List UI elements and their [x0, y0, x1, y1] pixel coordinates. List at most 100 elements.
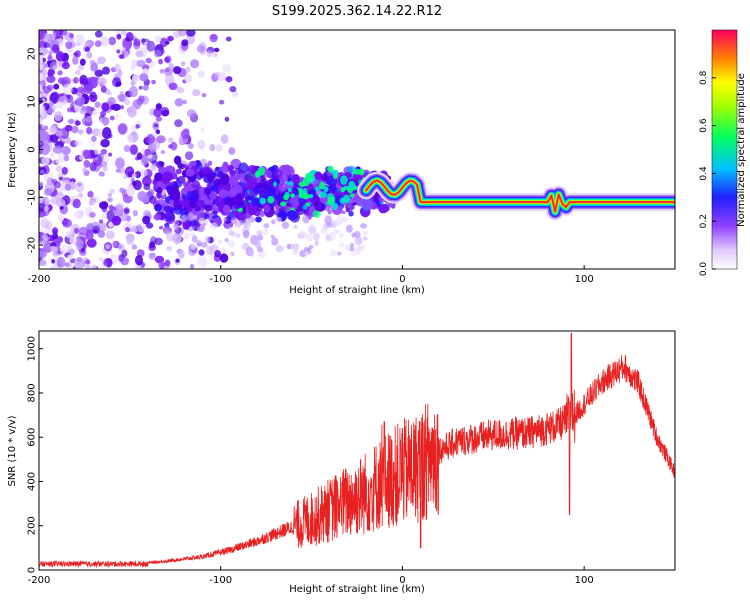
heatmap-xtick-label: 100	[575, 274, 594, 285]
heatmap-cell	[201, 92, 207, 98]
heatmap-cell	[62, 218, 73, 228]
heatmap-cell	[318, 181, 326, 190]
heatmap-cell	[256, 230, 263, 237]
heatmap-cell	[87, 190, 94, 198]
heatmap-cell	[47, 54, 53, 61]
heatmap-cell	[293, 224, 298, 229]
heatmap-cell	[94, 30, 103, 38]
heatmap-cell	[138, 85, 143, 90]
heatmap-cell	[124, 51, 130, 58]
heatmap-cell	[168, 144, 173, 149]
heatmap-cell	[242, 199, 250, 207]
heatmap-cell	[102, 165, 108, 172]
heatmap-cell	[206, 50, 213, 58]
heatmap-cell	[265, 186, 276, 195]
heatmap-cell	[231, 216, 238, 225]
heatmap-cell	[262, 169, 273, 178]
heatmap-cell	[112, 240, 118, 247]
heatmap-cell	[64, 262, 70, 267]
heatmap-cell	[227, 240, 235, 248]
heatmap-cell	[165, 40, 170, 45]
snr-ytick-label: 1000	[27, 336, 38, 361]
heatmap-cell	[41, 234, 48, 240]
heatmap-cell	[63, 154, 70, 162]
heatmap-cell	[54, 111, 63, 122]
snr-ytick-label: 800	[27, 383, 38, 402]
heatmap-cell	[185, 66, 191, 74]
heatmap-cell	[116, 49, 121, 54]
heatmap-cell	[146, 40, 156, 52]
heatmap-cell	[349, 193, 355, 198]
heatmap-cell	[273, 210, 278, 216]
heatmap-cell	[345, 207, 350, 213]
heatmap-cell	[342, 194, 351, 204]
heatmap-cell	[158, 260, 166, 269]
snr-ytick-label: 400	[27, 472, 38, 491]
heatmap-cell	[182, 181, 188, 187]
heatmap-cell	[147, 154, 153, 159]
colorbar-label: Normalized spectral amplitude	[736, 73, 747, 227]
heatmap-cell	[73, 227, 79, 234]
heatmap-cell	[50, 91, 60, 104]
snr-frame	[38, 330, 676, 571]
heatmap-cell	[145, 57, 152, 64]
heatmap-cell	[120, 257, 130, 266]
heatmap-cell	[285, 202, 291, 208]
heatmap-cell	[229, 170, 236, 177]
heatmap-cell	[362, 230, 369, 236]
heatmap-cell	[154, 123, 159, 128]
heatmap-cell	[47, 68, 55, 77]
heatmap-cell	[119, 167, 126, 175]
heatmap-cell	[281, 164, 293, 176]
heatmap-cell	[65, 231, 74, 238]
heatmap-cell	[86, 126, 93, 135]
heatmap-cell	[120, 46, 126, 53]
heatmap-cell	[181, 193, 186, 200]
heatmap-cell	[74, 50, 81, 58]
heatmap-cell	[254, 240, 262, 249]
heatmap-cell	[69, 236, 77, 245]
heatmap-cell	[197, 141, 205, 147]
heatmap-cell	[239, 219, 244, 226]
heatmap-cell	[78, 155, 85, 161]
heatmap-cell	[358, 168, 365, 176]
heatmap-cell	[349, 198, 357, 204]
heatmap-cell	[214, 71, 220, 78]
heatmap-cell	[121, 249, 128, 258]
heatmap-cell	[259, 210, 265, 217]
heatmap-cell	[117, 244, 123, 249]
heatmap-cell	[246, 195, 254, 202]
heatmap-cell	[341, 210, 346, 215]
snr-line-marks	[39, 332, 675, 569]
heatmap-cell	[189, 199, 197, 209]
heatmap-cell	[160, 150, 166, 155]
heatmap-cell	[293, 182, 298, 188]
heatmap-cell	[164, 259, 171, 267]
heatmap-cell	[64, 183, 72, 191]
heatmap-marks	[39, 30, 675, 269]
heatmap-cell	[291, 174, 301, 185]
heatmap-cell	[208, 191, 217, 200]
heatmap-cell	[181, 198, 190, 208]
heatmap-cell	[90, 62, 98, 72]
heatmap-cell	[135, 124, 141, 129]
heatmap-cell	[44, 197, 51, 206]
heatmap-cell	[269, 179, 274, 185]
heatmap-xtick-label: 0	[399, 274, 405, 285]
heatmap-cell	[78, 129, 84, 135]
heatmap-cell	[168, 199, 175, 205]
heatmap-cell	[181, 39, 189, 47]
heatmap-cell	[151, 79, 157, 85]
heatmap-cell	[348, 180, 356, 189]
heatmap-cell	[248, 250, 255, 257]
heatmap-cell	[94, 40, 102, 48]
heatmap-cell	[119, 187, 125, 194]
heatmap-cell	[314, 186, 321, 192]
heatmap-cell	[230, 251, 235, 257]
heatmap-cell	[50, 245, 56, 252]
heatmap-cell	[227, 226, 233, 232]
heatmap-cell	[135, 50, 144, 58]
heatmap-cell	[224, 185, 229, 190]
heatmap-cell	[287, 209, 298, 221]
heatmap-cell	[100, 148, 108, 155]
